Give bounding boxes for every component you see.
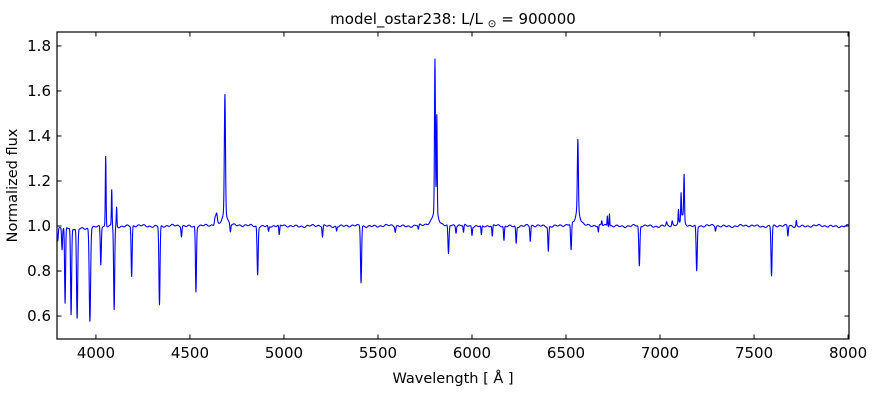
y-tick-label: 1.0 [27,217,51,235]
plot-title: model_ostar238: L/L ⊙ = 900000 [330,10,576,31]
y-tick-label: 0.6 [27,307,51,325]
x-tick-label: 8000 [829,344,867,362]
y-axis-label: Normalized flux [5,128,21,242]
x-tick-label: 5000 [265,344,303,362]
plot-title-suffix: = 900000 [501,10,576,28]
x-tick-label: 4500 [171,344,209,362]
x-tick-label: 4000 [77,344,115,362]
axis-ticks: 4000 4500 5000 5500 6000 6500 7000 7500 8000 0.6 0… [27,32,867,362]
x-tick-label: 6500 [547,344,585,362]
y-tick-label: 1.8 [27,37,51,55]
plot-border [56,31,850,340]
x-tick-label: 6000 [453,344,491,362]
y-tick-label: 1.4 [27,127,51,145]
y-tick-label: 0.8 [27,262,51,280]
x-tick-label: 5500 [359,344,397,362]
y-tick-label: 1.6 [27,82,51,100]
x-axis-label: Wavelength [ Å ] [392,370,513,387]
x-tick-label: 7500 [735,344,773,362]
y-tick-label: 1.2 [27,172,51,190]
x-tick-label: 7000 [641,344,679,362]
spectrum-line [56,58,850,322]
solar-symbol: ⊙ [488,18,497,30]
plot-title-prefix: model_ostar238: L/L [330,10,483,29]
